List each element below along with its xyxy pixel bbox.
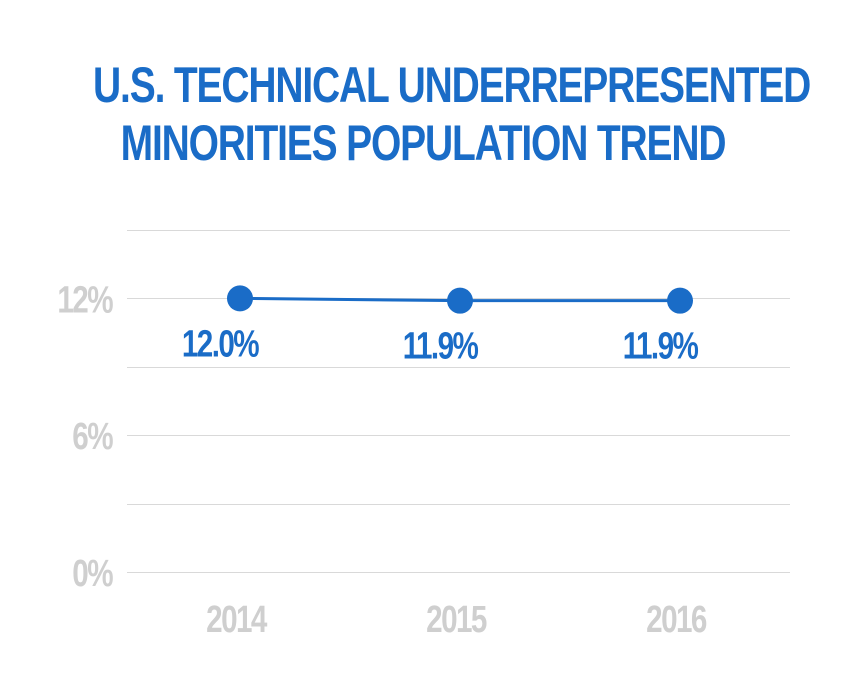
data-point	[447, 287, 473, 314]
chart-title-line-2: MINORITIES POPULATION TREND	[120, 115, 727, 171]
x-tick-label: 2016	[646, 599, 706, 641]
y-tick-label: 0%	[72, 553, 113, 595]
chart-title: U.S. TECHNICAL UNDERREPRESENTED MINORITI…	[0, 56, 846, 172]
y-tick-label: 6%	[72, 416, 113, 458]
data-point	[227, 285, 253, 312]
data-label: 11.9%	[403, 325, 479, 367]
data-point	[667, 287, 693, 314]
x-tick-label: 2014	[206, 599, 267, 641]
chart-title-line-1: U.S. TECHNICAL UNDERREPRESENTED	[93, 57, 811, 113]
data-label: 11.9%	[623, 325, 699, 367]
data-label: 12.0%	[182, 323, 260, 365]
x-tick-label: 2015	[426, 599, 486, 641]
y-tick-label: 12%	[57, 279, 113, 321]
